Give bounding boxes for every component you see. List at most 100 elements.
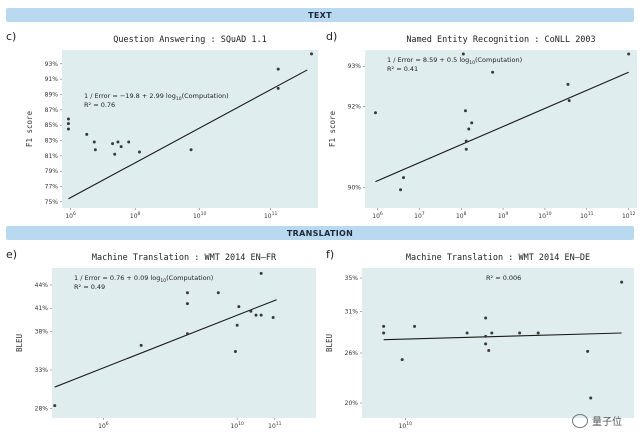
data-point bbox=[249, 309, 253, 313]
banner-text: TEXT bbox=[6, 8, 634, 22]
fit-line bbox=[54, 299, 277, 388]
annotation-line: R² = 0.006 bbox=[486, 274, 521, 282]
data-point bbox=[382, 324, 386, 328]
y-axis-label: BLEU bbox=[325, 334, 334, 352]
panel-letter: d) bbox=[326, 30, 337, 43]
data-point bbox=[233, 350, 237, 354]
data-point bbox=[85, 132, 89, 136]
x-tick-label: 1010 bbox=[538, 211, 552, 220]
x-tick-label: 1011 bbox=[268, 421, 282, 430]
chart-f: f) Machine Translation : WMT 2014 EN–DE 20… bbox=[325, 248, 634, 430]
y-tick-label: 77% bbox=[45, 184, 59, 191]
plot-area bbox=[365, 50, 637, 208]
x-tick-label: 108 bbox=[456, 211, 467, 220]
chart-c-svg: c) Question Answering : SQuAD 1.1 75% 77% 79… bbox=[6, 30, 318, 220]
y-tick-label: 92% bbox=[348, 104, 362, 111]
data-point bbox=[484, 316, 488, 320]
fit-line bbox=[375, 71, 629, 183]
data-point bbox=[119, 145, 123, 149]
data-point bbox=[271, 315, 275, 319]
y-tick-label: 83% bbox=[45, 138, 59, 145]
data-point bbox=[216, 291, 220, 295]
data-point bbox=[400, 358, 404, 362]
chart-title: Machine Translation : WMT 2014 EN–FR bbox=[92, 253, 277, 263]
data-point bbox=[518, 331, 522, 335]
fit-line bbox=[68, 69, 308, 200]
data-point bbox=[185, 302, 189, 306]
plot-area bbox=[362, 268, 634, 418]
y-tick-label: 35% bbox=[345, 275, 359, 282]
panel-letter: e) bbox=[6, 248, 17, 261]
data-point bbox=[465, 331, 469, 335]
y-tick-label: 20% bbox=[345, 400, 359, 407]
data-point bbox=[463, 109, 467, 113]
y-tick-label: 28% bbox=[35, 406, 49, 413]
data-point bbox=[254, 313, 258, 317]
data-point bbox=[491, 70, 495, 74]
chart-f-svg: f) Machine Translation : WMT 2014 EN–DE 20… bbox=[325, 248, 634, 430]
data-point bbox=[276, 67, 280, 71]
data-point bbox=[536, 331, 540, 335]
chart-e: e) Machine Translation : WMT 2014 EN–FR 28… bbox=[6, 248, 316, 430]
data-point bbox=[487, 349, 491, 352]
data-point bbox=[399, 188, 403, 192]
x-tick-label: 1010 bbox=[193, 211, 207, 220]
annotation-line: 1 / Error = −19.8 + 2.99 log10(Computati… bbox=[84, 92, 229, 102]
data-point bbox=[586, 349, 590, 353]
data-point bbox=[53, 404, 57, 408]
x-tick-label: 1011 bbox=[264, 211, 278, 220]
data-point bbox=[276, 86, 280, 90]
panel-letter: c) bbox=[6, 30, 16, 43]
data-point bbox=[484, 334, 488, 338]
annotation-line: R² = 0.49 bbox=[74, 283, 105, 291]
y-tick-label: 93% bbox=[348, 63, 362, 70]
watermark-text: 量子位 bbox=[592, 417, 622, 428]
y-tick-label: 79% bbox=[45, 168, 59, 175]
data-point bbox=[113, 152, 117, 156]
data-point bbox=[310, 52, 314, 56]
data-point bbox=[259, 313, 263, 317]
y-tick-label: 87% bbox=[45, 107, 59, 114]
data-point bbox=[66, 122, 70, 126]
chart-title: Named Entity Recognition : CoNLL 2003 bbox=[406, 35, 595, 45]
data-point bbox=[490, 331, 494, 335]
data-point bbox=[566, 82, 570, 86]
x-tick-label: 107 bbox=[414, 211, 425, 220]
data-point bbox=[589, 396, 593, 400]
data-point bbox=[467, 127, 471, 131]
data-point bbox=[137, 150, 141, 154]
chart-panel-d: d) Named Entity Recognition : CoNLL 2003 9… bbox=[320, 24, 640, 220]
annotation-line: R² = 0.76 bbox=[84, 101, 115, 109]
y-axis-label: BLEU bbox=[15, 334, 24, 352]
watermark-logo-icon bbox=[572, 413, 588, 428]
plot-area bbox=[62, 50, 318, 208]
data-point bbox=[627, 52, 631, 56]
y-tick-label: 91% bbox=[45, 76, 59, 83]
y-tick-label: 85% bbox=[45, 122, 59, 129]
data-point bbox=[66, 127, 70, 131]
data-point bbox=[237, 305, 241, 309]
y-tick-label: 81% bbox=[45, 153, 59, 160]
panel-letter: f) bbox=[326, 248, 334, 261]
data-point bbox=[464, 139, 468, 143]
y-tick-label: 90% bbox=[348, 185, 362, 192]
data-point bbox=[567, 99, 571, 103]
chart-title: Question Answering : SQuAD 1.1 bbox=[113, 35, 267, 45]
x-tick-label: 1011 bbox=[580, 211, 594, 220]
data-point bbox=[259, 271, 263, 275]
banner-translation: TRANSLATION bbox=[6, 226, 634, 240]
y-tick-label: 38% bbox=[35, 328, 49, 335]
data-point bbox=[189, 148, 193, 152]
data-point bbox=[461, 52, 465, 56]
y-tick-label: 75% bbox=[45, 199, 59, 206]
y-tick-label: 31% bbox=[345, 308, 359, 315]
data-point bbox=[139, 343, 143, 347]
chart-d: d) Named Entity Recognition : CoNLL 2003 9… bbox=[326, 30, 637, 220]
data-point bbox=[116, 140, 120, 144]
data-point bbox=[92, 140, 96, 144]
chart-panel-f: f) Machine Translation : WMT 2014 EN–DE 20… bbox=[320, 242, 640, 432]
y-axis-label: F1 score bbox=[328, 110, 337, 147]
data-point bbox=[185, 332, 189, 336]
x-tick-label: 1010 bbox=[230, 421, 244, 430]
data-point bbox=[470, 121, 474, 125]
